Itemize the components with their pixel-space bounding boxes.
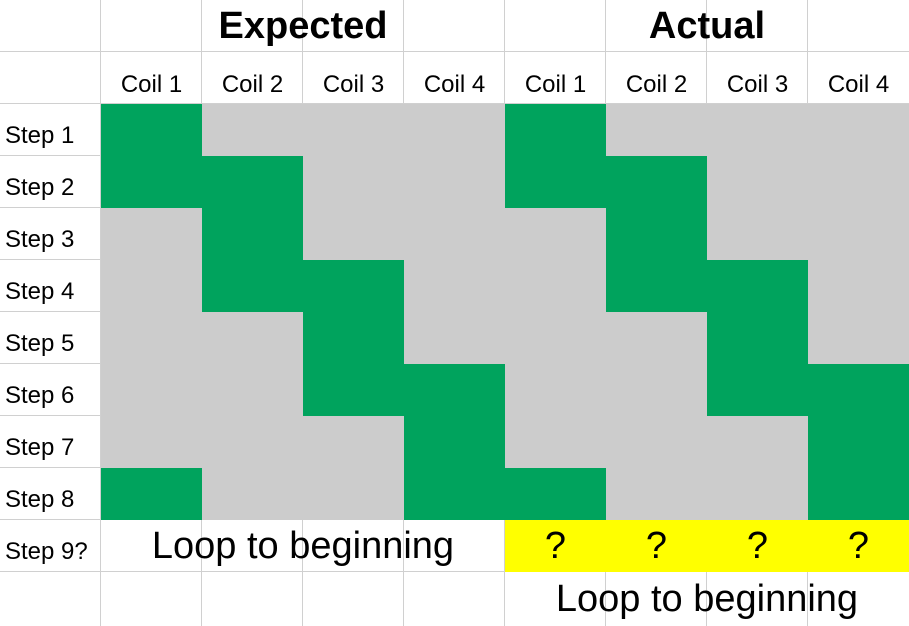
expected-coil-state-cell — [202, 312, 303, 364]
actual-step9-unknown-cell: ? — [707, 520, 808, 572]
expected-coil-header: Coil 1 — [120, 71, 183, 98]
actual-coil-state-cell — [707, 260, 808, 312]
actual-coil-state-cell — [808, 468, 909, 520]
expected-coil-state-cell — [101, 364, 202, 416]
expected-coil-state-cell — [202, 208, 303, 260]
expected-coil-state-cell — [202, 260, 303, 312]
actual-coil-state-cell — [808, 156, 909, 208]
actual-step9-unknown-cell: ? — [808, 520, 909, 572]
gridline-horizontal — [0, 571, 909, 572]
gridline-vertical — [100, 0, 101, 626]
actual-coil-state-cell — [707, 416, 808, 468]
expected-coil-state-cell — [202, 156, 303, 208]
expected-coil-header: Coil 2 — [221, 71, 284, 98]
expected-coil-state-cell — [202, 416, 303, 468]
actual-coil-state-cell — [606, 156, 707, 208]
expected-coil-header: Coil 3 — [322, 71, 385, 98]
expected-loop-label: Loop to beginning — [151, 524, 455, 567]
step-label: Step 6 — [5, 382, 75, 409]
actual-coil-state-cell — [808, 104, 909, 156]
actual-coil-state-cell — [606, 104, 707, 156]
actual-coil-state-cell — [707, 104, 808, 156]
step-label: Step 2 — [5, 174, 75, 201]
expected-coil-state-cell — [303, 468, 404, 520]
actual-coil-state-cell — [707, 208, 808, 260]
expected-coil-state-cell — [303, 208, 404, 260]
actual-coil-state-cell — [505, 104, 606, 156]
expected-coil-state-cell — [101, 156, 202, 208]
actual-coil-state-cell — [808, 416, 909, 468]
actual-coil-state-cell — [808, 208, 909, 260]
actual-coil-header: Coil 4 — [827, 71, 890, 98]
actual-coil-state-cell — [707, 364, 808, 416]
expected-coil-state-cell — [303, 104, 404, 156]
actual-coil-state-cell — [505, 312, 606, 364]
gridline-horizontal — [0, 51, 909, 52]
expected-coil-state-cell — [404, 312, 505, 364]
actual-coil-state-cell — [505, 156, 606, 208]
actual-coil-state-cell — [505, 260, 606, 312]
actual-coil-state-cell — [707, 468, 808, 520]
actual-loop-label: Loop to beginning — [555, 577, 859, 620]
expected-coil-state-cell — [101, 208, 202, 260]
actual-coil-state-cell — [606, 312, 707, 364]
actual-coil-header: Coil 2 — [625, 71, 688, 98]
actual-coil-header: Coil 3 — [726, 71, 789, 98]
step-label: Step 5 — [5, 330, 75, 357]
actual-coil-state-cell — [505, 416, 606, 468]
expected-coil-state-cell — [101, 416, 202, 468]
expected-coil-state-cell — [404, 364, 505, 416]
expected-coil-state-cell — [303, 364, 404, 416]
expected-coil-state-cell — [404, 260, 505, 312]
actual-coil-state-cell — [707, 156, 808, 208]
actual-coil-state-cell — [606, 416, 707, 468]
actual-coil-state-cell — [505, 468, 606, 520]
expected-coil-state-cell — [303, 312, 404, 364]
expected-coil-state-cell — [101, 104, 202, 156]
step-label: Step 8 — [5, 486, 75, 513]
expected-coil-state-cell — [101, 468, 202, 520]
step-label: Step 3 — [5, 226, 75, 253]
actual-coil-state-cell — [606, 364, 707, 416]
expected-coil-state-cell — [202, 104, 303, 156]
actual-header: Actual — [648, 4, 766, 47]
actual-step9-unknown-cell: ? — [505, 520, 606, 572]
expected-coil-state-cell — [202, 364, 303, 416]
actual-coil-state-cell — [808, 260, 909, 312]
expected-coil-state-cell — [404, 208, 505, 260]
expected-coil-state-cell — [404, 156, 505, 208]
expected-coil-state-cell — [303, 260, 404, 312]
actual-coil-state-cell — [808, 364, 909, 416]
expected-coil-state-cell — [101, 312, 202, 364]
gridline-horizontal — [0, 103, 909, 104]
actual-coil-state-cell — [707, 312, 808, 364]
expected-coil-header: Coil 4 — [423, 71, 486, 98]
expected-coil-state-cell — [303, 156, 404, 208]
expected-header: Expected — [218, 4, 388, 47]
step-label: Step 4 — [5, 278, 75, 305]
actual-coil-state-cell — [505, 364, 606, 416]
actual-step9-unknown-cell: ? — [606, 520, 707, 572]
actual-coil-state-cell — [606, 208, 707, 260]
actual-coil-header: Coil 1 — [524, 71, 587, 98]
expected-coil-state-cell — [303, 416, 404, 468]
step-label: Step 7 — [5, 434, 75, 461]
expected-coil-state-cell — [202, 468, 303, 520]
expected-coil-state-cell — [101, 260, 202, 312]
actual-coil-state-cell — [505, 208, 606, 260]
expected-coil-state-cell — [404, 104, 505, 156]
expected-coil-state-cell — [404, 416, 505, 468]
expected-coil-state-cell — [404, 468, 505, 520]
actual-coil-state-cell — [606, 468, 707, 520]
step9-label: Step 9? — [5, 538, 88, 565]
step-label: Step 1 — [5, 122, 75, 149]
actual-coil-state-cell — [808, 312, 909, 364]
actual-coil-state-cell — [606, 260, 707, 312]
